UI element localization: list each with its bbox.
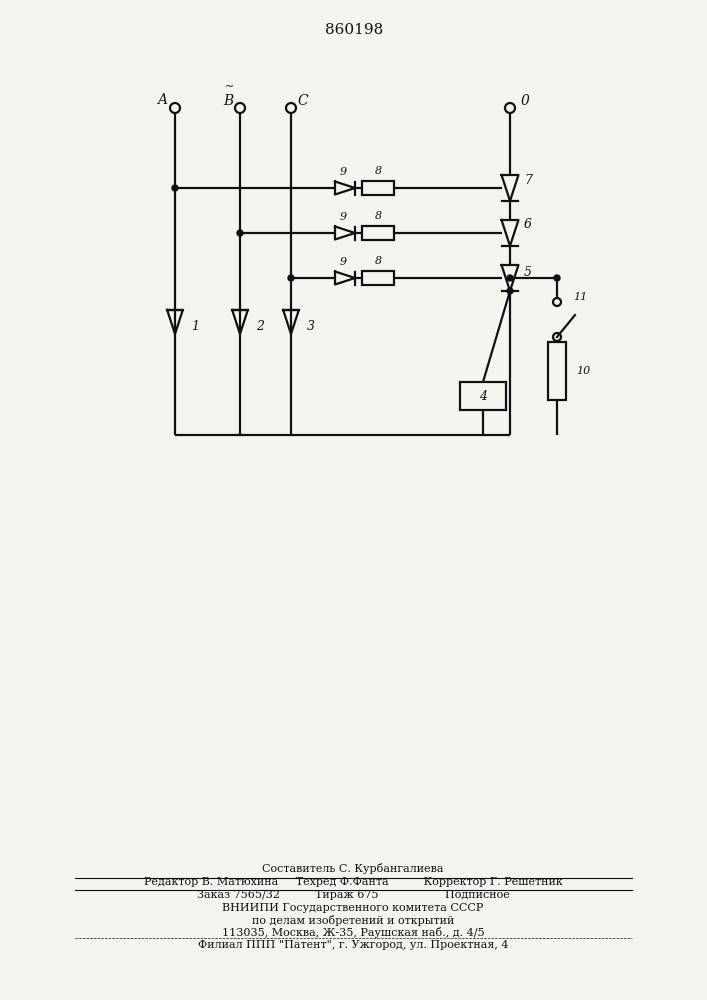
Text: Заказ 7565/32          Тираж 675                   Подписное: Заказ 7565/32 Тираж 675 Подписное xyxy=(197,890,509,900)
Circle shape xyxy=(553,298,561,306)
Text: C: C xyxy=(298,94,308,108)
Circle shape xyxy=(507,275,513,281)
Circle shape xyxy=(235,103,245,113)
Text: 0: 0 xyxy=(520,94,530,108)
Text: 10: 10 xyxy=(576,366,590,376)
Bar xyxy=(548,342,566,400)
Text: 7: 7 xyxy=(524,174,532,186)
Text: Составитель С. Курбангалиева: Составитель С. Курбангалиева xyxy=(262,862,444,874)
Text: 860198: 860198 xyxy=(325,23,383,37)
Text: ~: ~ xyxy=(226,82,235,92)
Circle shape xyxy=(554,275,560,281)
Text: 1: 1 xyxy=(191,320,199,332)
Circle shape xyxy=(288,275,294,281)
Bar xyxy=(362,181,394,195)
Text: 6: 6 xyxy=(524,219,532,232)
Text: A: A xyxy=(157,93,167,107)
Circle shape xyxy=(553,333,561,341)
Bar xyxy=(460,382,506,410)
Circle shape xyxy=(507,288,513,294)
Text: 11: 11 xyxy=(573,292,588,302)
Text: Редактор В. Матюхина     Техред Ф.Фанта          Корректор Г. Решетник: Редактор В. Матюхина Техред Ф.Фанта Корр… xyxy=(144,877,562,887)
Text: 9: 9 xyxy=(339,212,346,222)
Circle shape xyxy=(170,103,180,113)
Circle shape xyxy=(286,103,296,113)
Text: 9: 9 xyxy=(339,167,346,177)
Text: 8: 8 xyxy=(375,256,382,266)
Text: Филиал ППП "Патент", г. Ужгород, ул. Проектная, 4: Филиал ППП "Патент", г. Ужгород, ул. Про… xyxy=(198,940,508,950)
Text: 5: 5 xyxy=(524,266,532,279)
Circle shape xyxy=(172,185,178,191)
Text: 2: 2 xyxy=(256,320,264,332)
Bar xyxy=(362,271,394,285)
Text: 113035, Москва, Ж-35, Раушская наб., д. 4/5: 113035, Москва, Ж-35, Раушская наб., д. … xyxy=(222,928,484,938)
Text: 9: 9 xyxy=(339,257,346,267)
Bar xyxy=(362,226,394,240)
Text: 4: 4 xyxy=(479,389,487,402)
Text: 8: 8 xyxy=(375,166,382,176)
Text: 8: 8 xyxy=(375,211,382,221)
Text: по делам изобретений и открытий: по делам изобретений и открытий xyxy=(252,914,454,926)
Circle shape xyxy=(237,230,243,236)
Text: 3: 3 xyxy=(307,320,315,332)
Text: ВНИИПИ Государственного комитета СССР: ВНИИПИ Государственного комитета СССР xyxy=(222,903,484,913)
Text: B: B xyxy=(223,94,233,108)
Circle shape xyxy=(505,103,515,113)
